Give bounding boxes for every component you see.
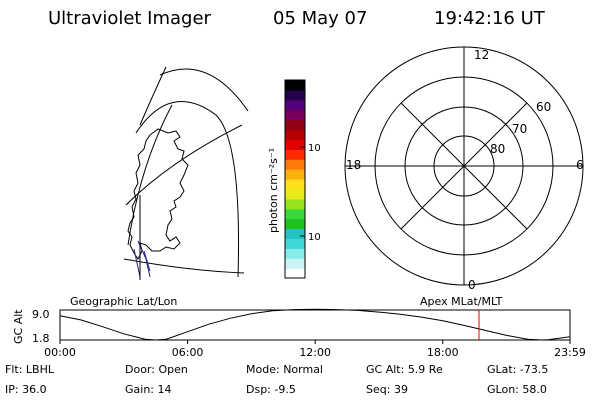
header-time: 19:42:16 UT: [434, 8, 545, 29]
polar-diagonal-2: [400, 102, 528, 230]
strip-frame: [59, 309, 571, 341]
mlt-label-0: 0: [468, 278, 476, 292]
colorbar-cell: [285, 159, 305, 170]
colorbar-cell: [285, 139, 305, 150]
colorbar-cell: [285, 188, 305, 200]
latitude-arc-mid: [135, 101, 240, 278]
colorbar-cell: [285, 198, 305, 210]
colorbar-cell: [285, 149, 305, 160]
colorbar-cell: [285, 258, 305, 269]
polar-grid: 12 18 6 0 60 70 80: [344, 46, 584, 292]
strip-x-tick-label: 18:00: [427, 346, 459, 359]
colorbar-cell: [285, 109, 305, 121]
strip-y-tick-max: 9.0: [32, 308, 50, 321]
strip-x-ticks: 00:00 06:00 12:00 18:00 23:59: [44, 340, 586, 359]
mlat-label-70: 70: [512, 122, 527, 136]
longitude-line-2: [125, 124, 243, 206]
status-door: Door: Open: [125, 363, 188, 376]
longitude-line-1: [139, 66, 167, 126]
strip-x-tick-label: 06:00: [172, 346, 204, 359]
colorbar-unit-label: photon cm⁻²s⁻¹: [267, 148, 280, 233]
colorbar-tick-label-100: 100: [308, 143, 320, 154]
longitude-line-4: [127, 104, 173, 246]
status-glon: GLon: 58.0: [487, 383, 547, 396]
colorbar-cell: [285, 268, 305, 279]
geographic-map: [123, 66, 249, 280]
mlt-label-12: 12: [474, 48, 489, 62]
colorbar-frame: [284, 79, 306, 279]
strip-x-tick-label: 00:00: [44, 346, 76, 359]
strip-y-axis-label: GC Alt: [12, 309, 25, 344]
instrument-title: Ultraviolet Imager: [48, 8, 211, 29]
intensity-colorbar: 100 10 photon cm⁻²s⁻¹: [267, 79, 320, 279]
status-gain: Gain: 14: [125, 383, 172, 396]
colorbar-cell: [285, 238, 305, 249]
strip-left-caption: Geographic Lat/Lon: [70, 295, 177, 308]
status-seq: Seq: 39: [366, 383, 408, 396]
strip-x-tick-label: 12:00: [299, 346, 331, 359]
status-dsp: Dsp: -9.5: [246, 383, 296, 396]
coastline-detail: [133, 240, 151, 278]
status-filter: Flt: LBHL: [5, 363, 54, 376]
mlt-label-6: 6: [576, 158, 584, 172]
header-date: 05 May 07: [273, 8, 368, 29]
status-mode: Mode: Normal: [246, 363, 323, 376]
colorbar-tick-label-10: 10: [308, 232, 320, 243]
colorbar-cell: [285, 179, 305, 190]
altitude-series-line: [59, 308, 571, 341]
colorbar-cell: [285, 99, 305, 111]
latitude-arc-outer: [159, 68, 249, 112]
status-glat: GLat: -73.5: [487, 363, 549, 376]
longitude-line-3: [123, 258, 245, 274]
colorbar-cell: [285, 119, 305, 131]
colorbar-cell: [285, 208, 305, 220]
coastline: [127, 128, 189, 260]
status-ip: IP: 36.0: [5, 383, 47, 396]
mlat-label-80: 80: [490, 142, 505, 156]
colorbar-cells: [285, 80, 305, 279]
strip-y-tick-min: 1.8: [32, 332, 50, 345]
colorbar-cell: [285, 218, 305, 230]
altitude-strip-chart: Geographic Lat/Lon Apex MLat/MLT GC Alt …: [12, 295, 586, 359]
strip-x-tick-label: 23:59: [554, 346, 586, 359]
strip-right-caption: Apex MLat/MLT: [420, 295, 503, 308]
colorbar-cell: [285, 169, 305, 180]
status-gc-alt: GC Alt: 5.9 Re: [366, 363, 443, 376]
mlt-label-18: 18: [346, 158, 361, 172]
colorbar-cell: [285, 228, 305, 239]
mlat-label-60: 60: [536, 100, 551, 114]
colorbar-cell: [285, 248, 305, 259]
colorbar-cell: [285, 89, 305, 101]
colorbar-cell: [285, 129, 305, 140]
colorbar-cell: [285, 80, 305, 91]
